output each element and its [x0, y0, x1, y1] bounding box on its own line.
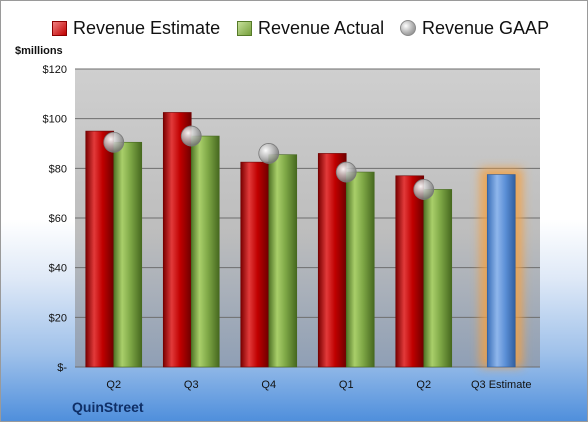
axis-labels: $- $20 $40 $60 $80 $100 $120 Q2 Q3 Q4 Q1 Q2 Q3 Estim… — [43, 64, 532, 391]
bar-revenue-estimate — [162, 112, 192, 368]
bar-revenue-actual — [190, 135, 220, 368]
legend-label-gaap: Revenue GAAP — [422, 17, 550, 38]
x-tick-label: Q3 Estimate — [471, 379, 532, 391]
actual-swatch-icon — [237, 20, 252, 36]
gridlines — [75, 68, 540, 368]
x-tick-label: Q4 — [261, 379, 276, 391]
bars — [85, 112, 523, 368]
bar-revenue-estimate — [395, 175, 425, 368]
legend: Revenue Estimate Revenue Actual Revenue … — [1, 15, 587, 41]
point-revenue-gaap — [180, 125, 202, 147]
y-tick-label: $80 — [49, 163, 67, 175]
bar-revenue-estimate-projection — [486, 174, 516, 368]
point-revenue-gaap — [103, 131, 125, 153]
y-tick-label: $20 — [49, 312, 67, 324]
x-tick-label: Q2 — [416, 379, 431, 391]
bar-revenue-actual — [113, 141, 143, 368]
x-tick-label: Q3 — [184, 379, 199, 391]
point-revenue-gaap — [413, 179, 435, 200]
x-tick-label: Q1 — [339, 379, 354, 391]
legend-item-estimate: Revenue Estimate — [52, 15, 220, 41]
y-tick-label: $100 — [43, 114, 67, 126]
legend-item-actual: Revenue Actual — [237, 15, 384, 41]
legend-item-gaap: Revenue GAAP — [400, 15, 549, 41]
bar-revenue-estimate — [317, 153, 347, 368]
bar-revenue-actual — [345, 171, 375, 368]
legend-label-estimate: Revenue Estimate — [73, 17, 221, 38]
estimate-swatch-icon — [52, 20, 67, 36]
y-unit-label: $millions — [15, 45, 63, 57]
bar-revenue-actual — [423, 189, 453, 368]
bar-revenue-estimate — [85, 130, 115, 368]
y-tick-label: $- — [57, 362, 67, 374]
point-revenue-gaap — [258, 143, 280, 164]
point-revenue-gaap — [335, 161, 357, 183]
y-tick-label: $120 — [43, 64, 67, 76]
company-name: QuinStreet — [72, 399, 144, 415]
bar-revenue-estimate — [240, 161, 270, 368]
gaap-swatch-icon — [400, 20, 416, 36]
y-tick-label: $60 — [49, 213, 67, 225]
legend-label-actual: Revenue Actual — [258, 17, 385, 38]
y-tick-label: $40 — [49, 263, 67, 275]
x-tick-label: Q2 — [106, 379, 121, 391]
bar-revenue-actual — [268, 154, 298, 368]
